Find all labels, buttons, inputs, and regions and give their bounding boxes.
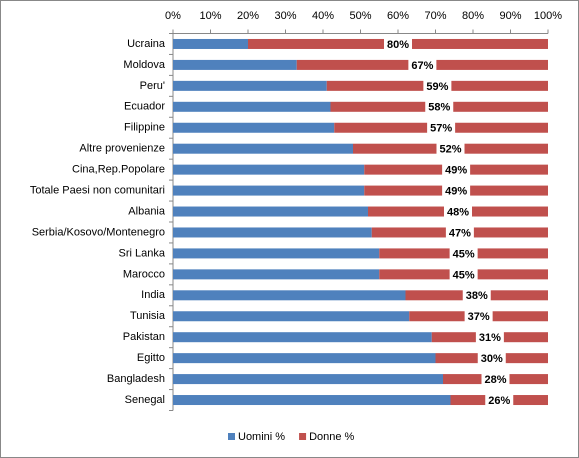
value-label-box [485,393,514,408]
y-tick-label: Sri Lanka [119,247,166,259]
value-label-box [427,120,456,135]
y-tick-label: Tunisia [130,310,166,322]
bar-segment [173,353,436,364]
value-label-box [481,372,510,387]
y-tick-label: Serbia/Kosovo/Montenegro [32,226,165,238]
value-label-box [462,288,491,303]
x-tick-label: 100% [534,10,562,22]
value-label: 30% [481,353,503,365]
value-label-box [442,183,471,198]
x-tick-label: 50% [349,10,371,22]
value-label-box [477,351,506,366]
value-label: 52% [439,144,461,156]
bar-segment [173,269,380,280]
y-tick-label: Altre provenienze [79,143,165,155]
value-label-box [444,204,472,219]
legend-swatch [228,433,235,440]
y-tick-label: Cina,Rep.Popolare [72,164,165,176]
x-tick-label: 70% [424,10,446,22]
x-tick-label: 10% [199,10,221,22]
value-label: 59% [426,81,448,93]
bar-segment [173,311,410,322]
x-tick-label: 80% [462,10,484,22]
bar-segment [173,59,297,70]
y-tick-label: India [141,289,166,301]
value-label: 45% [453,269,475,281]
bar-segment [173,143,353,154]
value-label: 28% [484,374,506,386]
value-label-box [436,141,465,156]
legend-swatch [299,433,307,440]
x-tick-label: 60% [387,10,409,22]
value-label-box [449,246,478,261]
value-label: 49% [445,165,467,177]
value-label-box [425,99,454,114]
y-tick-label: Ecuador [124,101,165,113]
value-label: 37% [468,311,490,323]
value-label: 58% [428,102,450,114]
value-label: 47% [449,227,471,239]
y-tick-label: Totale Paesi non comunitari [30,184,165,196]
y-tick-label: Egitto [137,352,165,364]
x-tick-label: 90% [499,10,521,22]
legend-label: Donne % [309,431,354,443]
x-tick-label: 40% [312,10,334,22]
value-label-box [464,309,493,324]
value-label: 67% [411,60,433,72]
value-label: 57% [430,123,452,135]
value-label: 31% [479,332,501,344]
bar-segment [173,248,380,259]
bar-segment [173,101,331,112]
y-tick-label: Pakistan [123,331,165,343]
value-label: 49% [445,185,467,197]
x-tick-label: 30% [274,10,296,22]
bar-segment [173,395,451,406]
bar-segment [173,164,365,175]
bar-segment [173,185,365,196]
legend-label: Uomini % [238,431,285,443]
value-label: 38% [466,290,488,302]
bar-segment [173,206,368,217]
value-label-box [449,267,478,282]
y-tick-label: Albania [128,205,166,217]
x-tick-label: 0% [165,10,181,22]
bar-segment [173,374,443,385]
y-tick-label: Peru' [140,80,165,92]
value-label-box [423,78,452,93]
value-label-box [442,162,471,177]
value-label-box [408,57,437,72]
bar-segment [173,332,432,343]
bar-segment [173,227,372,238]
value-label: 45% [453,248,475,260]
value-label-box [384,36,412,51]
y-tick-label: Senegal [125,394,165,406]
y-tick-label: Marocco [123,268,165,280]
value-label: 26% [488,395,510,407]
bar-segment [173,290,406,301]
y-tick-label: Moldova [123,59,165,71]
y-tick-label: Ucraina [127,38,166,50]
value-label-box [475,330,504,345]
y-tick-label: Bangladesh [107,373,165,385]
bar-segment [173,122,335,133]
y-tick-label: Filippine [124,122,165,134]
x-tick-label: 20% [237,10,259,22]
value-label: 48% [447,206,469,218]
value-label-box [445,225,474,240]
bar-segment [173,38,248,49]
bar-segment [173,80,327,91]
value-label: 80% [387,39,409,51]
